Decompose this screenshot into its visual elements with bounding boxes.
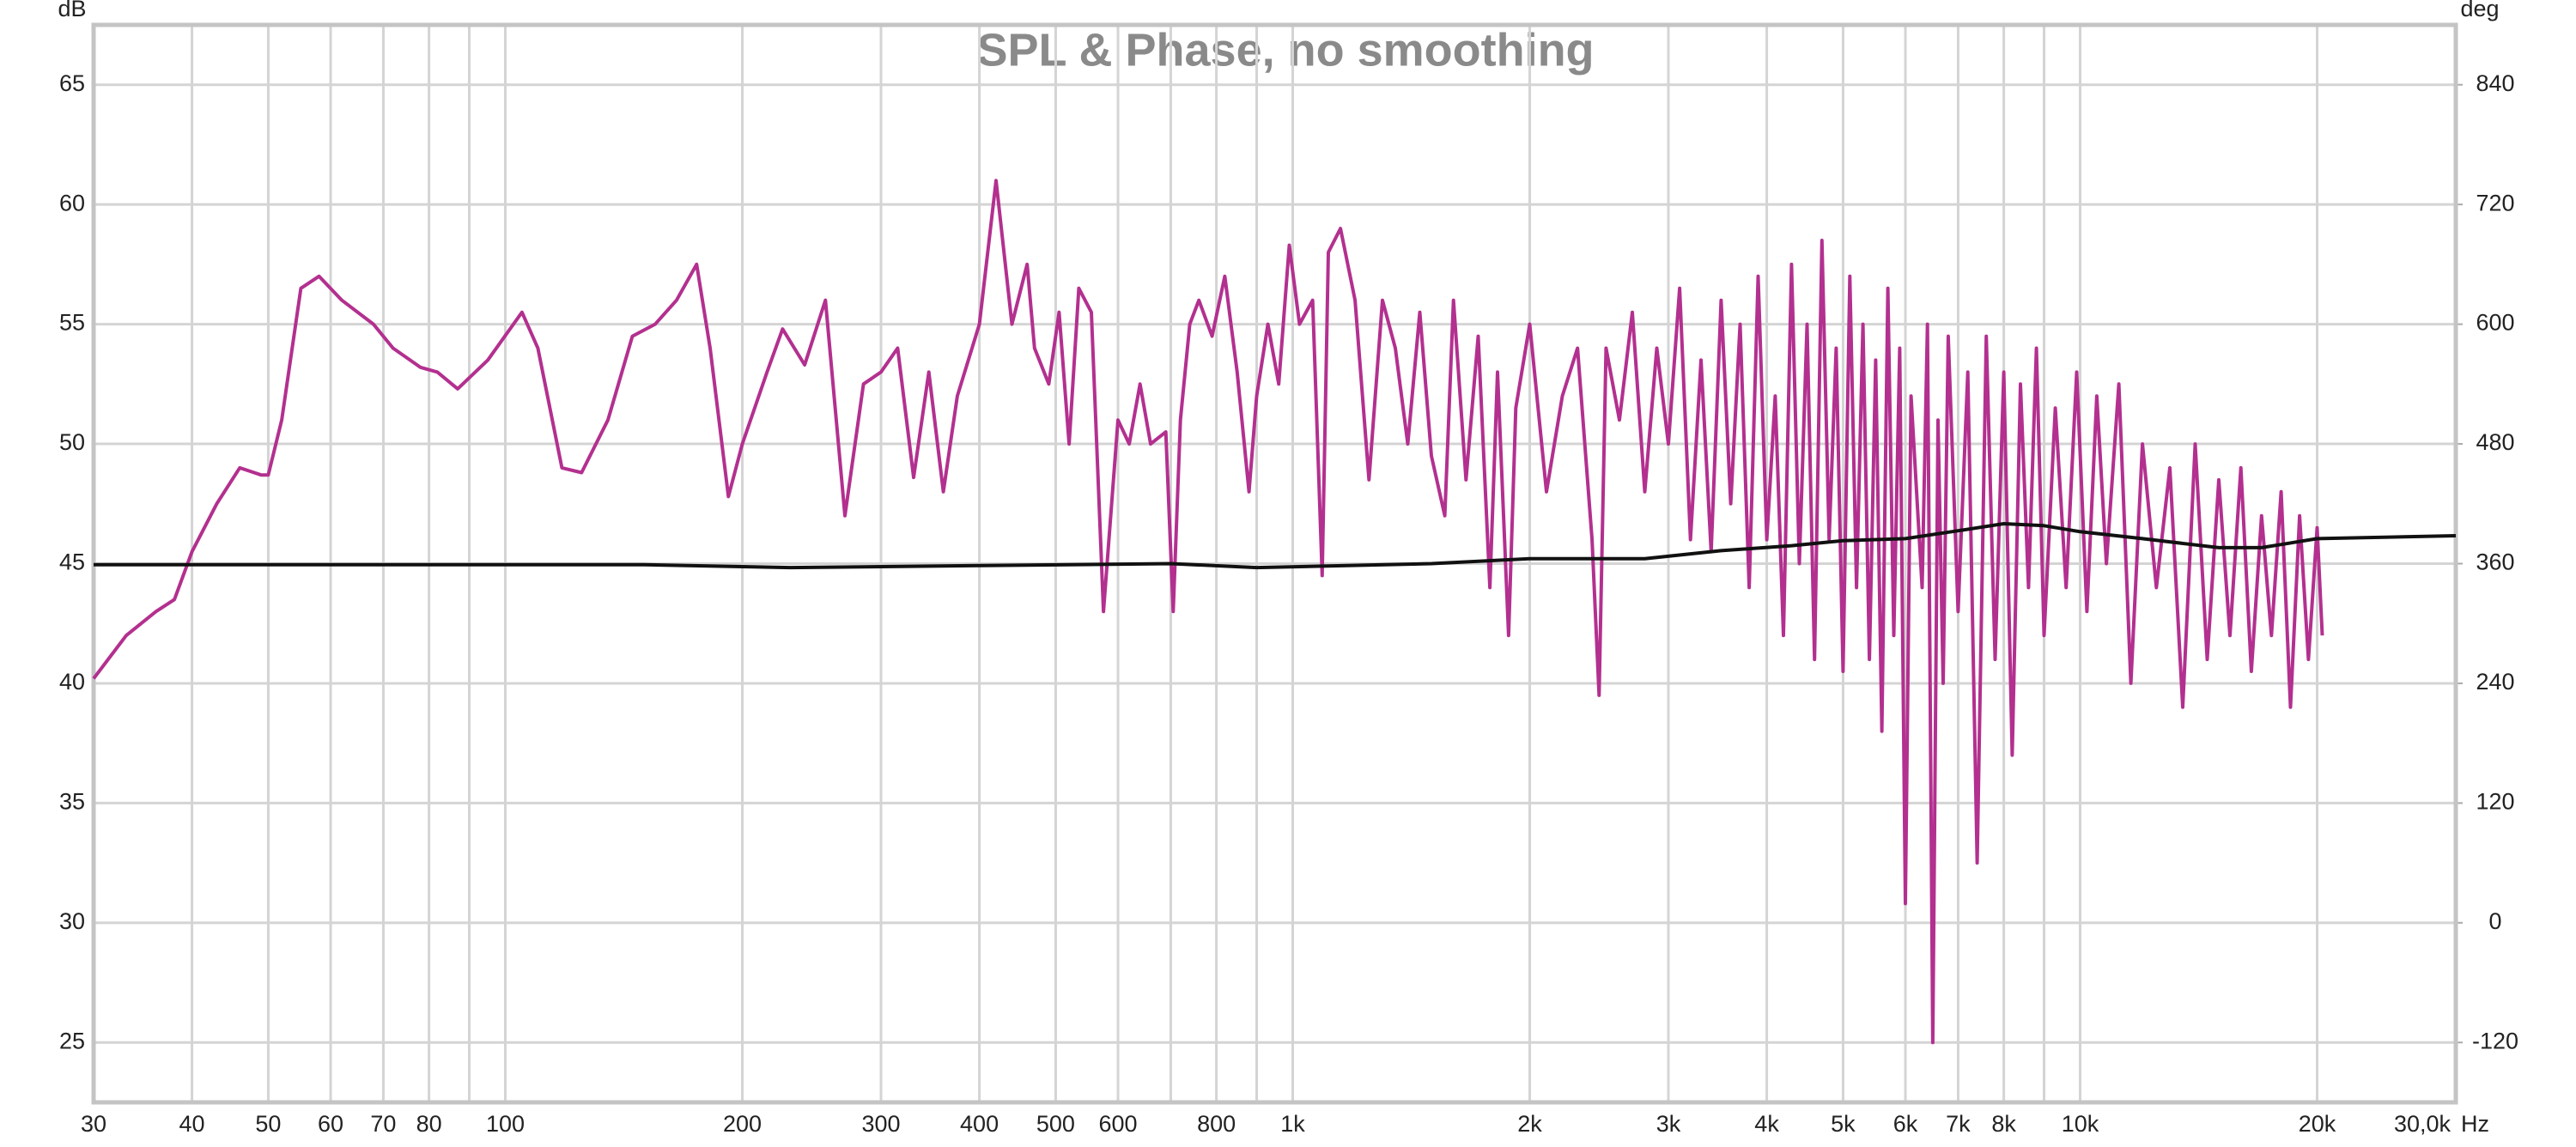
y2-tick-label: 0: [2488, 908, 2501, 934]
x-tick-label: 60: [318, 1111, 343, 1137]
x-tick-label: 70: [370, 1111, 396, 1137]
x-tick-label: 5k: [1831, 1111, 1856, 1137]
y-tick-label: 25: [59, 1028, 85, 1053]
x-tick-label: 200: [723, 1111, 762, 1137]
y-tick-label: 30: [59, 908, 85, 934]
x-tick-label: 100: [486, 1111, 525, 1137]
x-tick-label: 800: [1197, 1111, 1236, 1137]
x-tick-label: 2k: [1517, 1111, 1542, 1137]
x-tick-label: 500: [1036, 1111, 1075, 1137]
y2-axis-label: deg: [2460, 0, 2499, 21]
x-tick-label: 300: [861, 1111, 900, 1137]
y2-tick-label: 240: [2476, 669, 2514, 695]
y2-tick-label: 840: [2476, 70, 2514, 96]
y2-tick-label: 360: [2476, 549, 2514, 575]
x-tick-label: 80: [416, 1111, 442, 1137]
x-tick-label: 50: [255, 1111, 281, 1137]
chart-title: SPL & Phase, no smoothing: [976, 24, 1594, 76]
y-tick-label: 55: [59, 310, 85, 336]
x-tick-label: 600: [1099, 1111, 1138, 1137]
x-axis-label: Hz: [2461, 1111, 2489, 1137]
x-tick-label: 4k: [1754, 1111, 1779, 1137]
series-line: [92, 179, 2324, 1045]
x-tick-label: 20k: [2299, 1111, 2336, 1137]
y2-tick-label: 720: [2476, 190, 2514, 215]
y-tick-label: 40: [59, 669, 85, 695]
y-axis-label: dB: [58, 0, 86, 21]
y-tick-label: 65: [59, 70, 85, 96]
y-tick-label: 45: [59, 549, 85, 575]
y-tick-label: 35: [59, 789, 85, 815]
x-tick-label: 400: [960, 1111, 999, 1137]
y2-tick-label: 480: [2476, 429, 2514, 455]
y2-tick-label: 120: [2476, 789, 2514, 815]
x-tick-label: 30: [81, 1111, 106, 1137]
x-tick-label: 1k: [1280, 1111, 1305, 1137]
y2-tick-label: 600: [2476, 310, 2514, 336]
x-tick-label: 30,0k: [2394, 1111, 2451, 1137]
y2-tick-label: -120: [2472, 1028, 2518, 1053]
x-tick-label: 3k: [1656, 1111, 1681, 1137]
x-tick-label: 40: [179, 1111, 205, 1137]
x-tick-label: 8k: [1991, 1111, 2016, 1137]
x-tick-label: 10k: [2062, 1111, 2099, 1137]
series-line: [94, 522, 2457, 570]
y-tick-label: 50: [59, 429, 85, 455]
x-tick-label: 6k: [1893, 1111, 1918, 1137]
x-tick-label: 7k: [1946, 1111, 1971, 1137]
y-tick-label: 60: [59, 190, 85, 215]
